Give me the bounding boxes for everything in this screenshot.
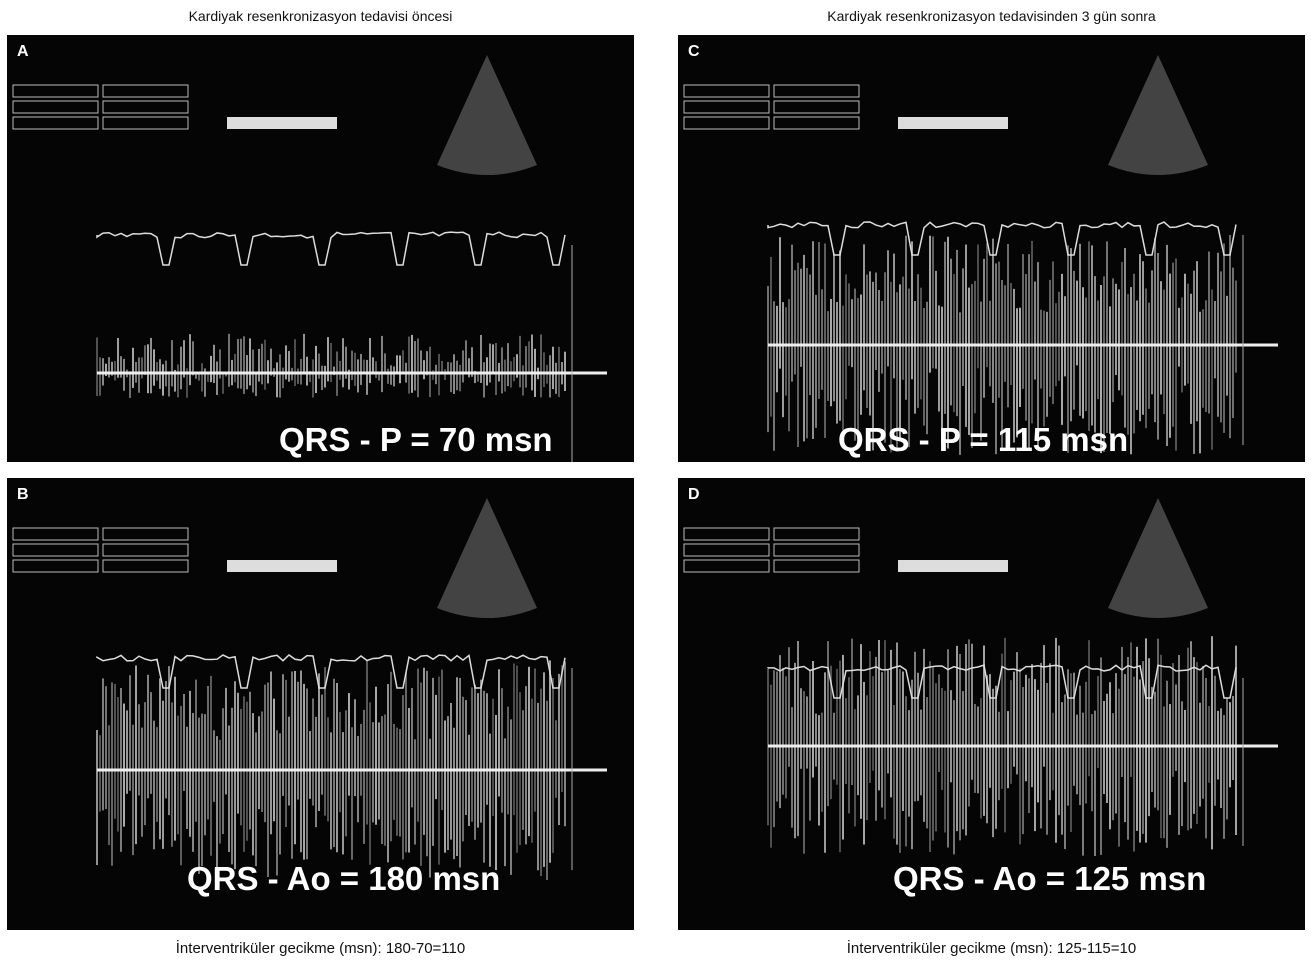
measurement: QRS - P = 70 msn [279,421,553,459]
echo-sector [1108,55,1208,175]
panel-letter: C [688,43,700,61]
overlay-highlight [898,560,1008,572]
caption: İnterventriküler gecikme (msn): 180-70=1… [7,940,634,957]
overlay-box [13,544,98,556]
measurement: QRS - Ao = 180 msn [187,860,500,898]
measurement: QRS - Ao = 125 msn [893,860,1206,898]
ecg-trace [97,655,565,688]
overlay-box [774,101,859,113]
overlay-box [684,528,769,540]
echo-sector [1108,498,1208,618]
overlay-box [774,85,859,97]
overlay-highlight [227,117,337,129]
ecg-trace [97,232,565,265]
echo-sector [437,55,537,175]
overlay-box [103,117,188,129]
overlay-box [684,560,769,572]
overlay-box [13,117,98,129]
overlay-box [103,85,188,97]
caption: İnterventriküler gecikme (msn): 125-115=… [678,940,1305,957]
overlay-box [774,560,859,572]
overlay-box [684,101,769,113]
echo-sector [437,498,537,618]
overlay-box [774,528,859,540]
figure: {"columns": [ {"title": "Kardiyak resenk… [0,0,1311,964]
doppler-image: A QRS - P = 70 msn [7,35,634,462]
overlay-box [774,544,859,556]
overlay-box [13,560,98,572]
overlay-box [684,544,769,556]
panel-letter: B [17,486,29,504]
column-title: Kardiyak resenkronizasyon tedavisinden 3… [678,8,1305,24]
ecg-trace [768,222,1236,255]
overlay-box [103,101,188,113]
doppler-image: D QRS - Ao = 125 msn [678,478,1305,930]
overlay-box [684,117,769,129]
overlay-highlight [227,560,337,572]
doppler-trace [7,35,634,462]
overlay-box [103,528,188,540]
overlay-box [13,528,98,540]
overlay-box [103,544,188,556]
overlay-box [103,560,188,572]
overlay-box [13,85,98,97]
doppler-trace [678,35,1305,462]
overlay-box [774,117,859,129]
overlay-box [684,85,769,97]
doppler-image: C QRS - P = 115 msn [678,35,1305,462]
panel-letter: D [688,486,700,504]
panel-letter: A [17,43,29,61]
overlay-box [13,101,98,113]
column-title: Kardiyak resenkronizasyon tedavisi önces… [7,8,634,24]
measurement: QRS - P = 115 msn [838,421,1128,459]
overlay-highlight [898,117,1008,129]
doppler-image: B QRS - Ao = 180 msn [7,478,634,930]
